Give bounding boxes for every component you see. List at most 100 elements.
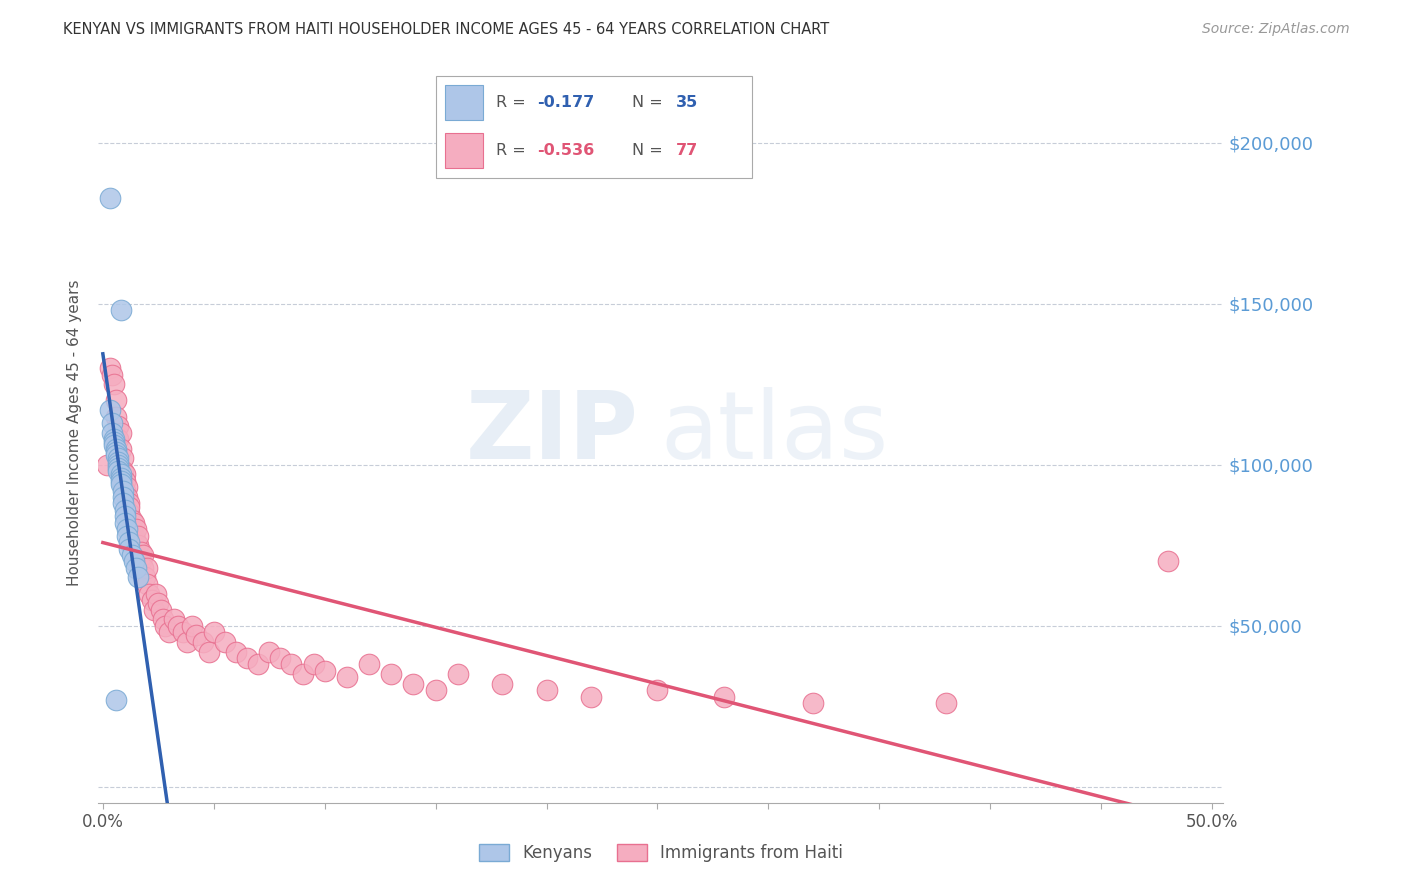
Point (98, 191, 121, 205)
Point (134, 570, 156, 584)
Point (167, 619, 190, 633)
Point (111, 451, 134, 466)
Point (149, 602, 172, 616)
Point (132, 561, 155, 575)
Point (136, 561, 159, 575)
Point (935, 696, 957, 710)
Point (111, 483, 134, 498)
Point (176, 635, 198, 649)
Text: 77: 77 (676, 144, 699, 158)
Point (184, 628, 207, 642)
Point (118, 541, 141, 556)
Point (132, 548, 155, 562)
FancyBboxPatch shape (446, 133, 484, 168)
Point (103, 377, 125, 392)
Point (536, 683, 558, 698)
Point (107, 451, 129, 466)
Point (122, 554, 145, 568)
Point (302, 657, 325, 672)
Point (122, 516, 145, 530)
Point (107, 432, 129, 446)
Point (236, 651, 259, 665)
Point (117, 528, 139, 542)
Point (117, 490, 139, 504)
Point (127, 528, 149, 542)
Point (114, 483, 136, 498)
Point (191, 635, 214, 649)
Point (105, 442, 128, 456)
Point (145, 586, 167, 600)
Point (111, 464, 134, 478)
Point (801, 696, 824, 710)
Point (110, 442, 132, 456)
Point (110, 425, 132, 440)
Point (110, 303, 132, 318)
Point (172, 625, 194, 640)
Point (148, 596, 170, 610)
Point (107, 419, 129, 434)
Text: -0.177: -0.177 (537, 95, 595, 110)
Text: 35: 35 (676, 95, 699, 110)
Point (291, 667, 314, 681)
Point (141, 593, 163, 607)
Point (118, 496, 141, 510)
Point (121, 548, 143, 562)
Text: KENYAN VS IMMIGRANTS FROM HAITI HOUSEHOLDER INCOME AGES 45 - 64 YEARS CORRELATIO: KENYAN VS IMMIGRANTS FROM HAITI HOUSEHOL… (63, 22, 830, 37)
Text: N =: N = (633, 95, 668, 110)
Point (103, 438, 125, 452)
Text: atlas: atlas (661, 386, 889, 479)
Point (118, 506, 141, 520)
FancyBboxPatch shape (436, 76, 752, 178)
Point (114, 503, 136, 517)
Point (202, 625, 225, 640)
Point (138, 586, 160, 600)
Point (110, 474, 132, 488)
Point (98, 361, 121, 376)
Point (314, 664, 336, 678)
Point (107, 464, 129, 478)
Point (96, 458, 118, 472)
Y-axis label: Householder Income Ages 45 - 64 years: Householder Income Ages 45 - 64 years (67, 279, 83, 586)
Point (121, 512, 143, 526)
Point (125, 535, 148, 549)
Point (163, 612, 186, 626)
Point (100, 368, 122, 382)
Point (127, 538, 149, 552)
Point (425, 683, 447, 698)
Point (157, 625, 180, 640)
Point (110, 471, 132, 485)
Point (129, 554, 152, 568)
Point (105, 448, 128, 462)
Point (713, 690, 735, 704)
Point (579, 690, 602, 704)
Point (491, 676, 513, 690)
Point (153, 619, 176, 633)
Point (247, 657, 270, 672)
Point (152, 612, 174, 626)
Point (214, 635, 236, 649)
Point (122, 528, 145, 542)
FancyBboxPatch shape (446, 85, 484, 120)
Legend: Kenyans, Immigrants from Haiti: Kenyans, Immigrants from Haiti (472, 837, 849, 869)
Point (114, 516, 136, 530)
Point (111, 496, 134, 510)
Point (647, 683, 669, 698)
Point (98, 403, 121, 417)
Point (125, 522, 148, 536)
Point (198, 644, 221, 658)
Point (447, 667, 470, 681)
Point (114, 509, 136, 524)
Point (114, 467, 136, 482)
Point (280, 657, 302, 672)
Point (1157, 554, 1180, 568)
Point (107, 458, 129, 472)
Point (125, 561, 148, 575)
Point (129, 545, 152, 559)
Point (257, 644, 280, 658)
Point (380, 667, 402, 681)
Point (117, 522, 139, 536)
Point (105, 693, 128, 707)
Point (118, 500, 141, 514)
Text: -0.536: -0.536 (537, 144, 595, 158)
Point (225, 644, 247, 658)
